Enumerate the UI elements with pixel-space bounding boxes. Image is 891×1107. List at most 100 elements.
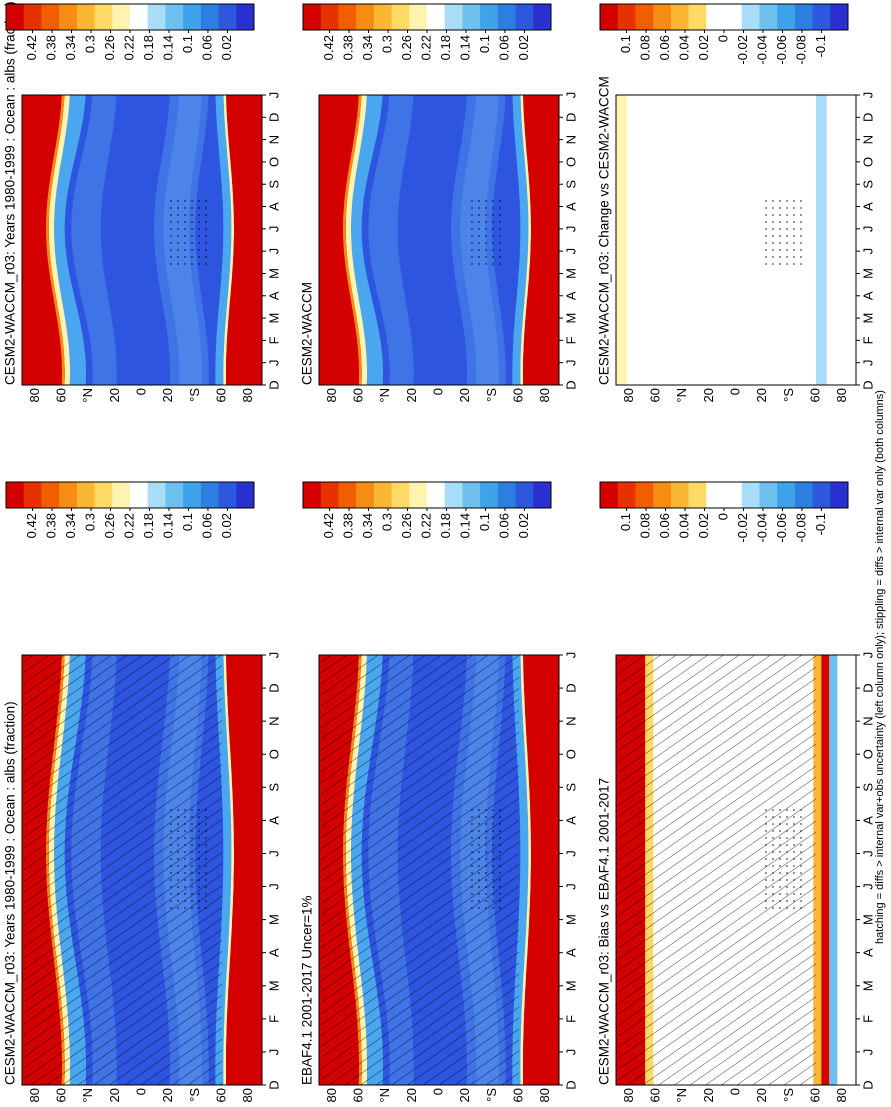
- x-tick-label: J: [860, 1049, 875, 1056]
- colorbar-label: 0.26: [399, 35, 414, 60]
- y-tick-label: °N: [80, 1088, 95, 1103]
- x-tick-label: O: [860, 157, 875, 167]
- x-tick-label: A: [563, 948, 578, 957]
- y-tick-label: 80: [240, 1088, 255, 1102]
- colorbar-swatch: [236, 4, 255, 30]
- y-tick-label: 20: [107, 388, 122, 402]
- panel-title: CESM2-WACCM_r03: Change vs CESM2-WACCM: [597, 76, 612, 385]
- panel-title: CESM2-WACCM_r03: Years 1980-1999 : Ocean…: [3, 1, 18, 385]
- field-band: [71, 95, 117, 385]
- y-tick-label: 60: [510, 1088, 525, 1102]
- stippling: [762, 196, 803, 269]
- colorbar-swatch: [759, 4, 778, 30]
- field-band: [215, 95, 232, 385]
- x-tick-label: J: [860, 92, 875, 99]
- x-tick-label: M: [860, 313, 875, 324]
- y-tick-label: 80: [621, 388, 636, 402]
- rotated-figure: hatching = diffs > internal var+obs unce…: [3, 1, 886, 1102]
- x-tick-label: A: [860, 816, 875, 825]
- y-tick-label: 0: [133, 1088, 148, 1095]
- y-tick-label: 80: [621, 1088, 636, 1102]
- colorbar-label: 0.1: [618, 513, 633, 531]
- y-tick-label: 0: [727, 388, 742, 395]
- colorbar-swatch: [635, 482, 654, 508]
- colorbar-swatch: [617, 4, 636, 30]
- colorbar-swatch: [724, 482, 743, 508]
- panel-title: CESM2-WACCM_r03: Years 1980-1999 : Ocean…: [3, 701, 18, 1085]
- colorbar-swatch: [409, 482, 428, 508]
- x-tick-label: J: [266, 226, 281, 233]
- x-tick-label: J: [266, 359, 281, 366]
- colorbar-label: -0.02: [735, 513, 750, 543]
- y-tick-label: 20: [107, 1088, 122, 1102]
- colorbar-swatch: [427, 4, 446, 30]
- x-tick-label: N: [266, 135, 281, 144]
- plot-frame: [21, 654, 263, 1086]
- x-tick-label: N: [563, 135, 578, 144]
- colorbar-label: 0.18: [438, 513, 453, 538]
- x-tick-label: F: [563, 336, 578, 344]
- colorbar-label: 0.06: [199, 513, 214, 538]
- colorbar-swatch: [373, 4, 393, 30]
- y-tick-label: °S: [781, 1088, 796, 1102]
- field: [319, 655, 559, 1085]
- colorbar-swatch: [165, 4, 184, 30]
- x-tick-label: J: [860, 850, 875, 857]
- colorbar-swatch: [147, 4, 166, 30]
- y-tick-label: °S: [187, 1088, 202, 1102]
- colorbar-swatch: [356, 482, 375, 508]
- colorbar-swatch: [794, 4, 814, 30]
- colorbar-swatch: [59, 482, 78, 508]
- colorbar-swatch: [444, 4, 463, 30]
- x-tick-label: M: [563, 268, 578, 279]
- colorbar-label: 0.18: [438, 35, 453, 60]
- colorbar-label: -0.06: [774, 35, 789, 65]
- colorbar-swatch: [76, 482, 96, 508]
- colorbar-label: 0.34: [360, 35, 375, 60]
- x-tick-label: A: [563, 291, 578, 300]
- x-tick-label: A: [860, 291, 875, 300]
- colorbar-label: 0.1: [477, 35, 492, 53]
- x-tick-label: M: [266, 914, 281, 925]
- x-tick-label: J: [266, 248, 281, 255]
- colorbar-swatch: [462, 482, 481, 508]
- colorbar-swatch: [6, 4, 25, 30]
- colorbar-label: 0.14: [160, 513, 175, 538]
- y-tick-label: °N: [377, 388, 392, 403]
- colorbar-swatch: [23, 482, 42, 508]
- colorbar-label: 0.1: [180, 35, 195, 53]
- colorbar-swatch: [741, 482, 760, 508]
- x-tick-label: A: [860, 948, 875, 957]
- x-tick-label: D: [860, 380, 875, 389]
- colorbar-label: 0.38: [43, 35, 58, 60]
- colorbar-swatch: [147, 482, 166, 508]
- x-tick-label: J: [266, 883, 281, 890]
- field-band: [816, 95, 827, 385]
- x-tick-label: A: [266, 291, 281, 300]
- y-tick-label: 0: [727, 1088, 742, 1095]
- y-tick-label: 80: [324, 388, 339, 402]
- y-tick-label: °N: [674, 388, 689, 403]
- colorbar-label: 0.1: [477, 513, 492, 531]
- panel: EBAF4.1 2001-2017 Uncer=1% D J F M A M J J A S O N D J…: [300, 481, 578, 1103]
- x-tick-label: S: [266, 783, 281, 792]
- y-tick-label: 60: [213, 388, 228, 402]
- y-tick-label: 0: [133, 388, 148, 395]
- x-tick-label: D: [860, 1080, 875, 1089]
- field-band: [226, 95, 262, 385]
- colorbar-swatch: [706, 482, 725, 508]
- field-band: [523, 655, 559, 1085]
- y-tick-label: 80: [537, 388, 552, 402]
- y-tick-label: 80: [27, 1088, 42, 1102]
- x-tick-label: F: [860, 1015, 875, 1023]
- colorbar-swatch: [480, 482, 499, 508]
- x-tick-label: F: [563, 1015, 578, 1023]
- field-band: [829, 655, 838, 1085]
- colorbar-label: -0.08: [793, 35, 808, 65]
- x-tick-label: F: [266, 1015, 281, 1023]
- colorbar-label: -0.08: [793, 513, 808, 543]
- plot-frame: [318, 654, 560, 1086]
- field-band: [616, 95, 627, 385]
- y-tick-label: 60: [350, 1088, 365, 1102]
- panel: CESM2-WACCM_r03: Years 1980-1999 : Ocean…: [3, 481, 281, 1103]
